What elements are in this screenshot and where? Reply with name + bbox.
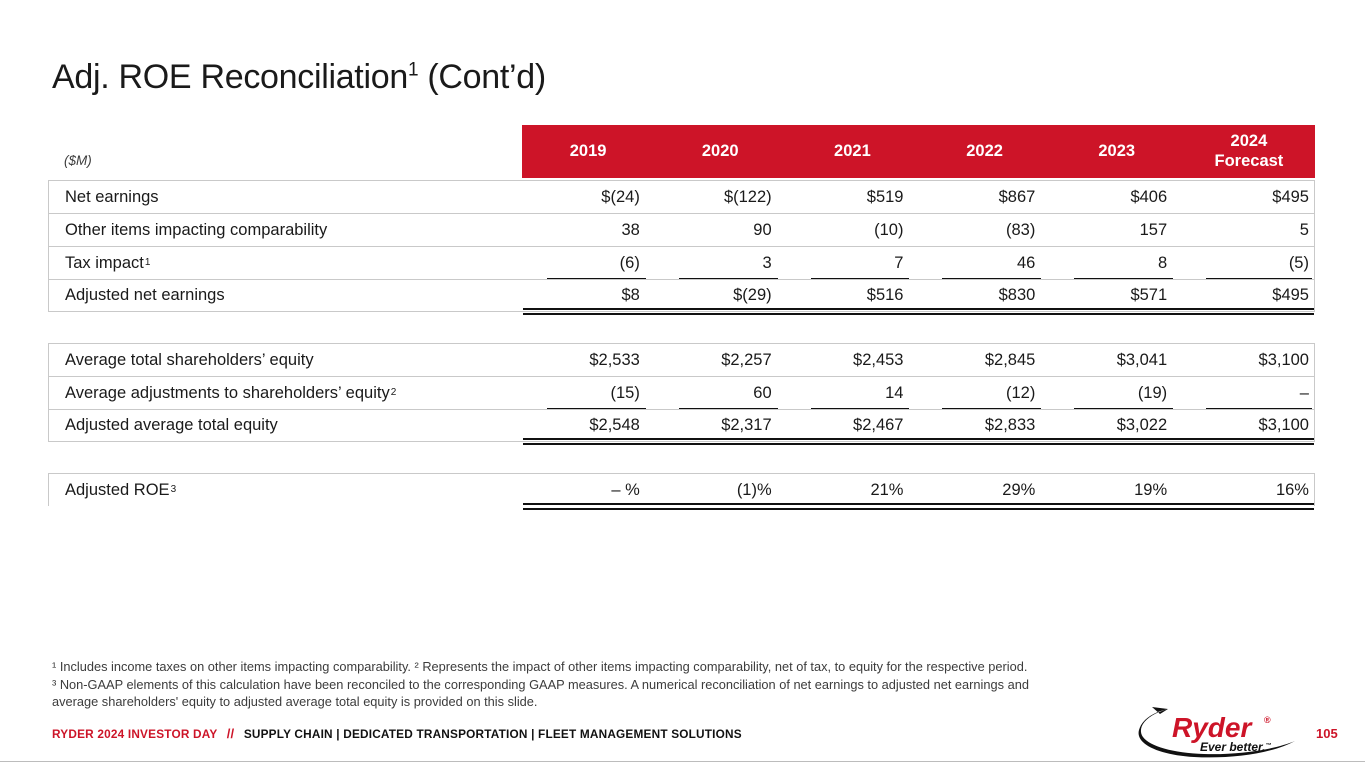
- row-label: Adjusted average total equity: [65, 416, 278, 434]
- value-2022: $867: [998, 187, 1036, 206]
- title-tail: (Cont’d): [418, 58, 546, 96]
- value-2021: $516: [866, 286, 904, 304]
- table-row-adjusted-net-earnings: Adjusted net earnings $8 $(29) $516 $830…: [48, 279, 1315, 315]
- table-spacer-row: [48, 312, 1315, 343]
- value-2022: 46: [918, 247, 1050, 280]
- row-label: Adjusted net earnings: [65, 286, 225, 304]
- value-2019: $(24): [601, 187, 640, 206]
- bottom-divider: [0, 761, 1365, 762]
- table-row-adjusted-roe: Adjusted ROE 3 – % (1)% 21% 29% 19% 16%: [48, 473, 1315, 510]
- table-row-adjusted-average-total-equity: Adjusted average total equity $2,548 $2,…: [48, 409, 1315, 445]
- value-2023: 8: [1050, 247, 1182, 280]
- table-row-average-total-equity: Average total shareholders’ equity $2,53…: [48, 343, 1315, 376]
- logo-tagline: Ever better.™: [1200, 740, 1271, 754]
- row-label: Average total shareholders’ equity: [65, 350, 314, 369]
- row-label: Average adjustments to shareholders’ equ…: [65, 383, 397, 402]
- value-2023: 157: [1139, 220, 1168, 239]
- value-2019: $8: [621, 286, 640, 304]
- row-label: Tax impact 1: [65, 253, 151, 272]
- table-column-header: 2019 2020 2021 2022 2023 2024 Forecast: [522, 125, 1315, 178]
- value-2020: (1)%: [736, 480, 772, 499]
- column-header-2021: 2021: [834, 141, 871, 160]
- value-2023: $571: [1130, 286, 1168, 304]
- value-2021: 14: [787, 377, 919, 410]
- value-2022: (12): [918, 377, 1050, 410]
- value-2022: 29%: [1002, 480, 1036, 499]
- value-2022: $2,845: [984, 350, 1036, 369]
- page-number: 105: [1316, 726, 1338, 741]
- row-label: Net earnings: [65, 187, 159, 206]
- footnote-line-3: average shareholders' equity to adjusted…: [52, 694, 538, 710]
- column-header-2019: 2019: [569, 141, 607, 160]
- column-header-2022: 2022: [966, 141, 1003, 160]
- row-label: Other items impacting comparability: [65, 220, 328, 239]
- value-2024: –: [1182, 377, 1314, 410]
- value-2023: $3,041: [1116, 350, 1168, 369]
- column-header-2024-forecast: 2024 Forecast: [1214, 131, 1284, 170]
- value-2021: (10): [874, 220, 904, 239]
- column-header-2023: 2023: [1098, 141, 1136, 160]
- footnote-line-1: ¹ Includes income taxes on other items i…: [52, 659, 1028, 674]
- table-row-net-earnings: Net earnings $(24) $(122) $519 $867 $406…: [48, 180, 1315, 213]
- footer-segments: SUPPLY CHAIN | DEDICATED TRANSPORTATION …: [243, 727, 742, 741]
- value-2024: $495: [1272, 187, 1309, 206]
- value-2020: $(29): [733, 286, 772, 304]
- unit-label: ($M): [64, 153, 92, 168]
- ryder-logo: Ryder ® Ever better.™: [1138, 707, 1295, 758]
- footnotes: ¹ Includes income taxes on other items i…: [52, 658, 1132, 711]
- value-2020: 60: [655, 377, 787, 410]
- value-2023: 19%: [1134, 480, 1168, 499]
- value-2023: $406: [1130, 187, 1168, 206]
- logo-registered-mark: ®: [1264, 715, 1271, 725]
- value-2024: $495: [1272, 286, 1309, 304]
- column-header-2020: 2020: [701, 141, 739, 160]
- footer-event-name: RYDER 2024 INVESTOR DAY: [52, 727, 218, 741]
- value-2021: $2,467: [853, 416, 904, 434]
- table-body: Net earnings $(24) $(122) $519 $867 $406…: [48, 180, 1315, 510]
- table-row-tax-impact: Tax impact 1 (6) 3 7 46 8 (5): [48, 246, 1315, 280]
- value-2019: $2,548: [589, 416, 640, 434]
- value-2022: $830: [998, 286, 1036, 304]
- page-title: Adj. ROE Reconciliation1 (Cont’d): [52, 58, 546, 97]
- value-2020: 3: [655, 247, 787, 280]
- title-footnote-marker: 1: [407, 59, 419, 81]
- value-2023: $3,022: [1116, 416, 1168, 434]
- value-2019: $2,533: [589, 350, 640, 369]
- footer-strip: RYDER 2024 INVESTOR DAY // SUPPLY CHAIN …: [52, 726, 742, 741]
- value-2021: 21%: [870, 480, 904, 499]
- value-2020: $2,257: [721, 350, 772, 369]
- footnote-line-2: ³ Non-GAAP elements of this calculation …: [52, 676, 1029, 692]
- table-row-other-items: Other items impacting comparability 38 9…: [48, 213, 1315, 246]
- value-2024: 16%: [1275, 480, 1309, 499]
- title-main: Adj. ROE Reconciliation: [52, 58, 408, 96]
- value-2024: (5): [1182, 247, 1314, 280]
- value-2021: $2,453: [853, 350, 904, 369]
- table-spacer-row: [48, 442, 1315, 473]
- value-2022: (83): [1005, 220, 1036, 239]
- value-2021: 7: [787, 247, 919, 280]
- footer-slashes: //: [226, 726, 235, 741]
- value-2020: $2,317: [721, 416, 772, 434]
- value-2024: $3,100: [1258, 350, 1309, 369]
- row-label: Adjusted ROE 3: [65, 480, 177, 499]
- value-2019: (15): [523, 377, 655, 410]
- value-2020: $(122): [723, 187, 772, 206]
- value-2019: (6): [523, 247, 655, 280]
- table-row-average-adjustments: Average adjustments to shareholders’ equ…: [48, 376, 1315, 410]
- value-2021: $519: [866, 187, 904, 206]
- value-2020: 90: [753, 220, 772, 239]
- value-2019: – %: [611, 480, 640, 499]
- value-2023: (19): [1050, 377, 1182, 410]
- value-2019: 38: [621, 220, 640, 239]
- value-2024: $3,100: [1258, 416, 1309, 434]
- value-2022: $2,833: [984, 416, 1036, 434]
- logo-brand-text: Ryder: [1172, 712, 1253, 743]
- value-2024: 5: [1299, 220, 1309, 239]
